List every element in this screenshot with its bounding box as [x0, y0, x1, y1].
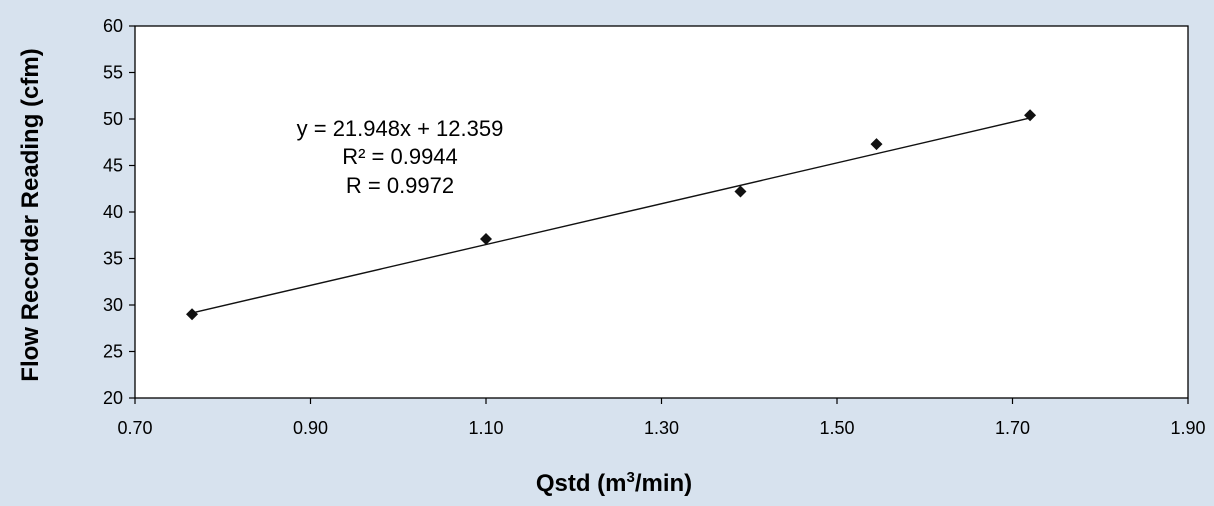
data-point-marker	[480, 232, 492, 245]
y-tick-label: 40	[103, 202, 123, 222]
x-axis-label-main: Qstd (m	[536, 470, 627, 497]
x-tick-label: 1.30	[644, 418, 679, 438]
x-tick-label: 1.90	[1170, 418, 1205, 438]
x-axis-ticks: 0.70 0.90 1.10 1.30 1.50 1.70 1.90	[117, 398, 1206, 438]
plot-area	[134, 25, 1189, 399]
trendline-annotation: y = 21.948x + 12.359 R² = 0.9944 R = 0.997…	[297, 116, 504, 198]
data-points	[186, 109, 1037, 321]
annotation-line: y = 21.948x + 12.359	[297, 116, 504, 141]
data-point-marker	[1024, 109, 1037, 122]
y-tick-label: 55	[103, 63, 123, 83]
y-tick-label: 25	[103, 342, 123, 362]
y-tick-label: 45	[103, 156, 123, 176]
y-axis-label: Flow Recorder Reading (cfm)	[17, 48, 44, 381]
x-tick-label: 0.70	[117, 418, 152, 438]
data-point-marker	[186, 308, 199, 321]
x-axis-label: Qstd (m3/min)	[536, 469, 692, 497]
data-point-marker	[734, 185, 747, 198]
x-tick-label: 1.10	[468, 418, 503, 438]
x-tick-label: 1.50	[819, 418, 854, 438]
trendline-group	[191, 117, 1031, 314]
x-axis-label-superscript: 3	[627, 469, 635, 486]
data-point-marker	[870, 138, 883, 151]
x-axis-label-tail: /min)	[635, 470, 692, 497]
y-axis-ticks: 20 25 30 35 40 45 50 55 60	[103, 16, 135, 408]
y-tick-label: 35	[103, 249, 123, 269]
x-tick-label: 1.70	[995, 418, 1030, 438]
y-tick-label: 30	[103, 295, 123, 315]
y-tick-label: 20	[103, 388, 123, 408]
annotation-line: R² = 0.9944	[342, 144, 458, 169]
y-tick-label: 50	[103, 109, 123, 129]
annotation-line: R = 0.9972	[346, 173, 454, 198]
y-tick-label: 60	[103, 16, 123, 36]
x-tick-label: 0.90	[293, 418, 328, 438]
trendline	[191, 117, 1031, 314]
